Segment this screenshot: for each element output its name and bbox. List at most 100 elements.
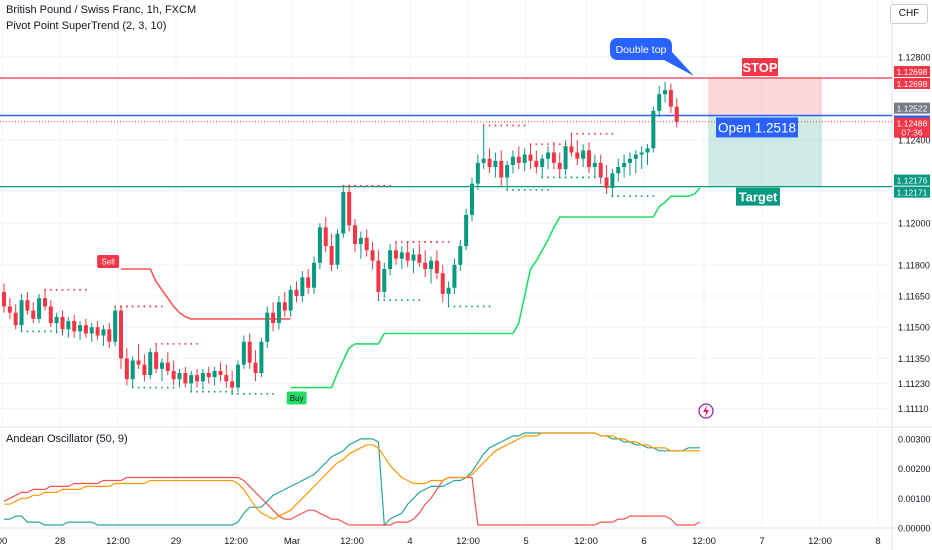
candle-body[interactable]: [522, 154, 527, 163]
candle-body[interactable]: [265, 312, 270, 342]
candle-body[interactable]: [417, 254, 422, 263]
candle-body[interactable]: [312, 262, 317, 288]
candle-body[interactable]: [200, 372, 205, 382]
stop-zone[interactable]: [708, 78, 822, 116]
candle-body[interactable]: [540, 158, 545, 168]
target-badge[interactable]: [736, 187, 780, 206]
candle-body[interactable]: [376, 260, 381, 292]
candle-body[interactable]: [557, 162, 562, 170]
double-top-callout[interactable]: [610, 38, 694, 76]
candle-body[interactable]: [353, 225, 357, 245]
candle-body[interactable]: [481, 158, 486, 163]
currency-button[interactable]: CHF: [890, 4, 928, 24]
candle-body[interactable]: [499, 160, 504, 178]
candle-body[interactable]: [341, 192, 346, 234]
candle-body[interactable]: [119, 310, 123, 359]
candle-body[interactable]: [604, 177, 609, 188]
candle-body[interactable]: [195, 375, 200, 382]
candle-body[interactable]: [487, 158, 492, 168]
candle-body[interactable]: [569, 146, 574, 153]
time-axis[interactable]: 00 28 12:00 29 12:00 Mar 12:00 4 12:00 5 12:00 6 12:…: [0, 536, 881, 547]
candle-body[interactable]: [253, 362, 258, 373]
candle-body[interactable]: [159, 362, 164, 369]
candle-body[interactable]: [66, 320, 71, 330]
candle-body[interactable]: [218, 370, 223, 376]
candle-body[interactable]: [48, 306, 53, 324]
candle-body[interactable]: [563, 146, 568, 170]
candle-body[interactable]: [452, 264, 457, 288]
candle-body[interactable]: [7, 306, 12, 313]
candle-body[interactable]: [470, 183, 474, 215]
candle-body[interactable]: [271, 312, 276, 324]
candle-body[interactable]: [388, 250, 393, 269]
candle-body[interactable]: [663, 90, 668, 95]
candle-body[interactable]: [516, 156, 521, 163]
candle-body[interactable]: [148, 352, 153, 376]
candle-body[interactable]: [31, 310, 36, 319]
candle-body[interactable]: [60, 316, 65, 330]
candle-body[interactable]: [393, 250, 398, 259]
candle-body[interactable]: [113, 310, 118, 342]
candle-body[interactable]: [446, 287, 451, 294]
candle-body[interactable]: [405, 252, 410, 261]
candle-body[interactable]: [236, 364, 240, 388]
candle-body[interactable]: [458, 246, 463, 265]
candle-body[interactable]: [230, 381, 235, 388]
candle-body[interactable]: [546, 152, 551, 159]
candle-body[interactable]: [2, 291, 6, 307]
candle-body[interactable]: [598, 162, 603, 178]
candle-body[interactable]: [347, 192, 352, 226]
candle-body[interactable]: [657, 94, 662, 111]
candle-body[interactable]: [645, 148, 650, 153]
candle-body[interactable]: [19, 300, 24, 326]
candle-body[interactable]: [382, 268, 387, 292]
candle-body[interactable]: [294, 289, 299, 297]
candle-body[interactable]: [171, 370, 176, 380]
candle-body[interactable]: [142, 364, 147, 376]
candle-body[interactable]: [95, 327, 100, 336]
candle-body[interactable]: [42, 298, 47, 307]
sell-signal-badge[interactable]: [97, 254, 120, 268]
candle-body[interactable]: [259, 341, 264, 373]
candle-body[interactable]: [13, 312, 18, 326]
candle-body[interactable]: [329, 246, 334, 265]
candle-body[interactable]: [300, 277, 305, 297]
candle-body[interactable]: [317, 227, 322, 263]
lightning-icon[interactable]: [698, 403, 714, 419]
candle-body[interactable]: [610, 173, 615, 188]
candle-body[interactable]: [668, 90, 673, 107]
candle-body[interactable]: [276, 302, 281, 324]
candle-body[interactable]: [136, 360, 141, 365]
open-badge[interactable]: [716, 117, 798, 138]
candle-body[interactable]: [429, 260, 434, 269]
candle-body[interactable]: [534, 160, 539, 168]
candle-body[interactable]: [189, 375, 194, 384]
candle-body[interactable]: [592, 162, 597, 168]
candle-body[interactable]: [581, 150, 586, 159]
candle-body[interactable]: [247, 341, 252, 363]
candle-body[interactable]: [78, 325, 83, 332]
candle-body[interactable]: [411, 254, 416, 261]
candle-body[interactable]: [183, 372, 188, 384]
candle-body[interactable]: [674, 106, 679, 122]
stop-badge[interactable]: [742, 58, 778, 77]
candle-body[interactable]: [54, 316, 59, 324]
candle-body[interactable]: [434, 260, 439, 274]
candle-body[interactable]: [306, 277, 311, 288]
candle-body[interactable]: [575, 152, 580, 159]
candle-body[interactable]: [177, 372, 182, 380]
candle-body[interactable]: [358, 237, 363, 245]
candle-body[interactable]: [72, 320, 77, 332]
candle-body[interactable]: [505, 164, 510, 178]
candle-body[interactable]: [639, 152, 644, 155]
candle-body[interactable]: [493, 160, 498, 168]
candle-body[interactable]: [510, 156, 515, 165]
candle-body[interactable]: [224, 375, 229, 382]
price-axis[interactable]: 1.12800 1.12400 1.12000 1.11800 1.11650 1.115…: [894, 52, 931, 414]
candle-body[interactable]: [212, 370, 217, 378]
candle-body[interactable]: [107, 329, 112, 342]
candle-body[interactable]: [651, 110, 656, 149]
buy-signal-badge[interactable]: [286, 391, 307, 405]
candle-body[interactable]: [101, 329, 106, 336]
